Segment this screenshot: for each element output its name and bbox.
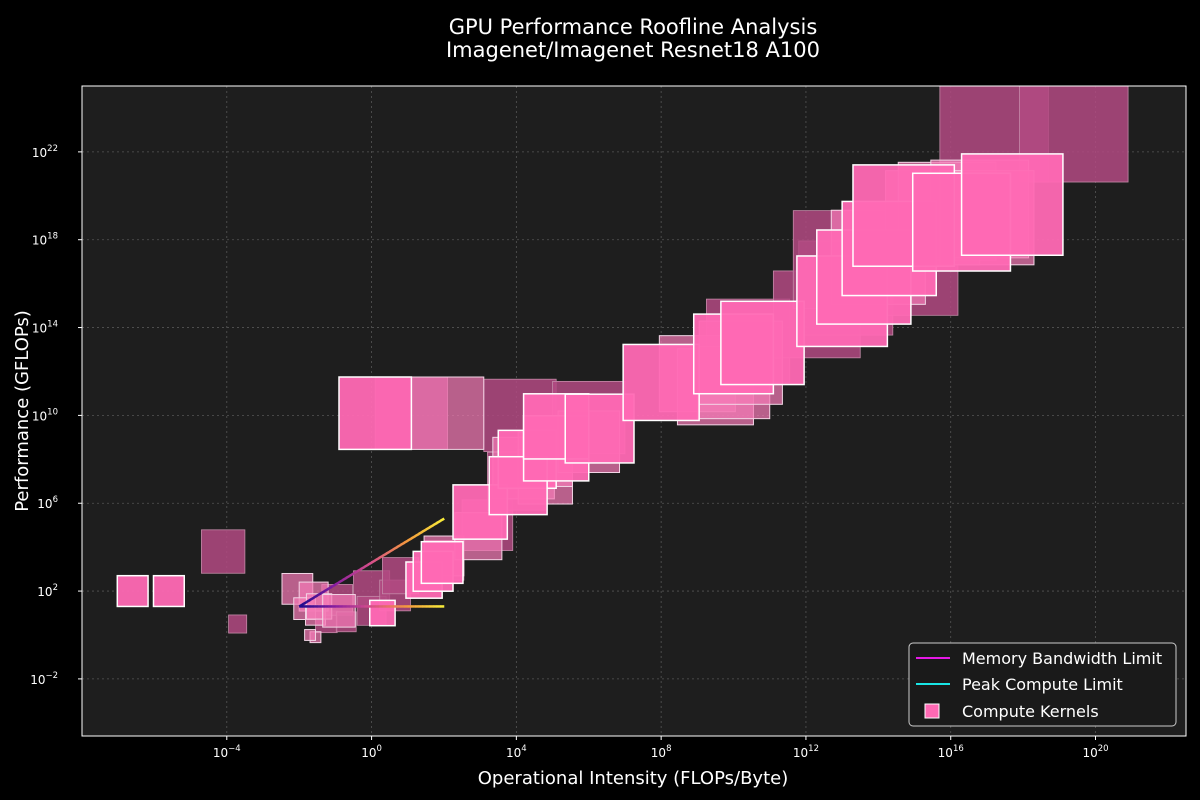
legend: Memory Bandwidth Limit Peak Compute Limi… (908, 642, 1177, 727)
memory-bandwidth-line-segment (334, 581, 340, 586)
memory-bandwidth-line-segment (298, 603, 304, 608)
x-axis-ticks: 10−4 100 104 108 1012 1016 1020 (213, 736, 1109, 760)
kernel-marker (369, 599, 396, 627)
memory-bandwidth-line-segment (327, 585, 333, 590)
kernel-marker (201, 529, 246, 574)
kernel-marker (622, 343, 700, 422)
memory-bandwidth-line-segment (396, 543, 402, 549)
x-tick-label: 1016 (938, 744, 964, 760)
memory-bandwidth-line-segment (363, 563, 369, 569)
y-tick-label: 10−2 (30, 671, 58, 687)
kernel-marker (322, 594, 356, 628)
memory-bandwidth-line-segment (331, 583, 337, 588)
legend-box (908, 642, 1177, 727)
memory-bandwidth-line-segment (370, 559, 377, 564)
memory-bandwidth-line-segment (428, 524, 435, 529)
kernel-marker (152, 574, 186, 608)
x-tick-label: 100 (361, 744, 382, 760)
memory-bandwidth-line-segment (436, 519, 442, 525)
memory-bandwidth-line-segment (360, 565, 366, 571)
kernel-marker (304, 629, 316, 641)
memory-bandwidth-line-segment (385, 550, 391, 555)
chart-title: GPU Performance Roofline Analysis (449, 15, 818, 39)
memory-bandwidth-line-segment (356, 568, 362, 573)
memory-bandwidth-line-segment (410, 535, 416, 540)
memory-bandwidth-line-segment (352, 570, 359, 575)
plot-frame (81, 85, 1187, 737)
x-tick-label: 108 (651, 744, 672, 760)
kernel-marker (338, 376, 413, 451)
kernel-marker (410, 376, 485, 450)
memory-bandwidth-line-segment (342, 576, 348, 582)
legend-swatch-compute-kernels (924, 703, 940, 719)
x-axis-label: Operational Intensity (FLOPs/Byte) (478, 768, 788, 789)
legend-label-peak-compute: Peak Compute Limit (962, 675, 1123, 694)
memory-bandwidth-line-segment (418, 530, 424, 536)
memory-bandwidth-line-segment (316, 592, 322, 597)
memory-bandwidth-line-segment (374, 557, 380, 562)
chart-subtitle: Imagenet/Imagenet Resnet18 A100 (446, 38, 820, 62)
memory-bandwidth-line-segment (305, 598, 311, 604)
x-tick-label: 1020 (1082, 744, 1108, 760)
kernel-marker (720, 300, 805, 386)
y-axis-label: Performance (GFLOPs) (12, 310, 33, 512)
x-tick-label: 104 (506, 744, 527, 760)
memory-bandwidth-line-segment (389, 548, 395, 553)
kernel-marker (420, 540, 464, 585)
memory-bandwidth-line-segment (399, 541, 406, 547)
y-tick-label: 1010 (32, 407, 58, 423)
memory-bandwidth-line-segment (349, 572, 355, 577)
memory-bandwidth-line-segment (439, 517, 445, 522)
memory-bandwidth-line-segment (414, 532, 420, 538)
memory-bandwidth-line-segment (323, 587, 330, 593)
y-tick-label: 102 (37, 583, 58, 599)
memory-bandwidth-line-segment (407, 537, 413, 542)
kernel-marker (116, 574, 149, 608)
x-tick-label: 1012 (793, 744, 819, 760)
memory-bandwidth-line-segment (378, 554, 384, 560)
memory-bandwidth-line-segment (309, 596, 315, 601)
kernel-marker (228, 614, 248, 634)
memory-bandwidth-line-segment (432, 521, 438, 527)
roofline-lines (298, 517, 445, 608)
y-axis-ticks: 10−2 102 106 1010 1014 1018 1022 (30, 144, 82, 687)
memory-bandwidth-line-segment (421, 528, 427, 533)
kernel-markers (116, 86, 1129, 644)
legend-label-memory-bandwidth: Memory Bandwidth Limit (962, 649, 1162, 668)
memory-bandwidth-line-segment (403, 539, 409, 544)
memory-bandwidth-line-segment (302, 600, 308, 606)
memory-bandwidth-line-segment (320, 589, 326, 595)
memory-bandwidth-line-segment (392, 546, 398, 551)
y-tick-label: 1018 (32, 232, 58, 248)
memory-bandwidth-line-segment (381, 552, 387, 558)
memory-bandwidth-line-segment (338, 578, 344, 584)
y-tick-label: 106 (37, 495, 58, 511)
x-tick-label: 10−4 (213, 744, 241, 760)
legend-label-compute-kernels: Compute Kernels (962, 702, 1099, 721)
memory-bandwidth-line-segment (345, 574, 351, 579)
kernel-marker (960, 153, 1064, 257)
y-tick-label: 1014 (32, 320, 58, 336)
memory-bandwidth-line-segment (313, 594, 319, 599)
memory-bandwidth-line-segment (367, 561, 373, 566)
memory-bandwidth-line-segment (425, 526, 431, 531)
y-tick-label: 1022 (32, 144, 58, 160)
